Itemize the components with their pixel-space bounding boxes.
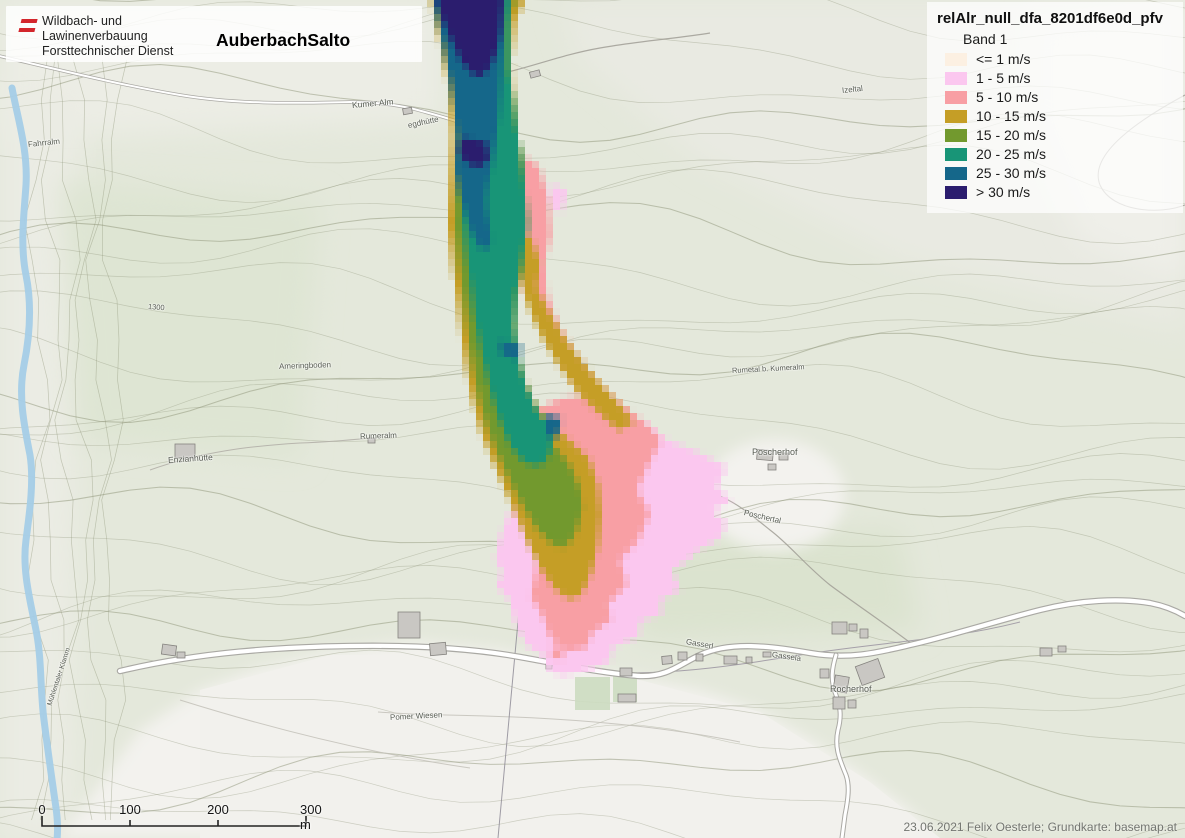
map-label: Gasserl xyxy=(685,637,714,651)
map-label: Ameringboden xyxy=(278,360,332,371)
map-label: Poschertal xyxy=(742,508,782,526)
map-label: Enzianhütte xyxy=(167,451,214,465)
attribution: 23.06.2021 Felix Oesterle; Grundkarte: b… xyxy=(903,820,1178,834)
legend-entry: 15 - 20 m/s xyxy=(945,127,1177,143)
legend-swatch xyxy=(945,109,967,123)
legend-entry-label: <= 1 m/s xyxy=(976,51,1031,67)
legend-swatch xyxy=(945,71,967,85)
legend-entry: 25 - 30 m/s xyxy=(945,165,1177,181)
scale-label-0: 0 xyxy=(38,802,46,817)
legend-swatch xyxy=(945,166,967,180)
scale-label-300m: 300 m xyxy=(300,802,322,832)
legend-entry: 10 - 15 m/s xyxy=(945,108,1177,124)
map-label: Rumeralm xyxy=(359,430,398,441)
legend-swatch xyxy=(945,128,967,142)
legend: relAlr_null_dfa_8201df6e0d_pfv Band 1 <=… xyxy=(927,2,1183,213)
legend-entry-label: > 30 m/s xyxy=(976,184,1031,200)
map-label: Fahrralm xyxy=(27,136,61,149)
legend-band-label: Band 1 xyxy=(963,31,1008,47)
map-label: Gassela xyxy=(771,650,802,664)
map-label: egdhütte xyxy=(407,114,440,130)
header-bar: Wildbach- und Lawinenverbauung Forsttech… xyxy=(6,6,422,62)
scale-bar: 0 100 200 300 m xyxy=(12,800,342,832)
map-label: Rumetal b. Kumeralm xyxy=(731,362,805,375)
map-title: AuberbachSalto xyxy=(216,30,351,50)
legend-swatch xyxy=(945,90,967,104)
legend-entry-label: 1 - 5 m/s xyxy=(976,70,1031,86)
legend-entry: > 30 m/s xyxy=(945,184,1177,200)
map-label: Pomer Wiesen xyxy=(389,710,443,722)
legend-entry-label: 15 - 20 m/s xyxy=(976,127,1047,143)
legend-entry: <= 1 m/s xyxy=(945,51,1177,67)
map-label: Poscherhof xyxy=(752,447,798,457)
map-label: 1300 xyxy=(147,302,165,313)
legend-entry: 5 - 10 m/s xyxy=(945,89,1177,105)
legend-entry: 1 - 5 m/s xyxy=(945,70,1177,86)
scale-label-100: 100 xyxy=(119,802,141,817)
legend-swatch xyxy=(945,52,967,66)
legend-entry-label: 25 - 30 m/s xyxy=(976,165,1047,181)
legend-swatch xyxy=(945,147,967,161)
legend-swatch xyxy=(945,185,967,199)
austria-flag-logo-icon xyxy=(18,19,38,32)
map-label: Mühlentaler Klamm xyxy=(46,647,72,707)
scale-label-200: 200 xyxy=(207,802,229,817)
legend-entry: 20 - 25 m/s xyxy=(945,146,1177,162)
org-line-3: Forsttechnischer Dienst xyxy=(42,44,174,58)
map-label: Kumer Alm xyxy=(351,96,394,110)
legend-entry-label: 20 - 25 m/s xyxy=(976,146,1047,162)
legend-entries: <= 1 m/s 1 - 5 m/s 5 - 10 m/s 10 - 15 m/s 15… xyxy=(937,51,1177,200)
org-line-1: Wildbach- und xyxy=(42,14,122,28)
organisation-name: Wildbach- und Lawinenverbauung Forsttech… xyxy=(42,14,173,59)
legend-title: relAlr_null_dfa_8201df6e0d_pfv xyxy=(937,10,1163,27)
legend-entry-label: 5 - 10 m/s xyxy=(976,89,1039,105)
org-line-2: Lawinenverbauung xyxy=(42,29,148,43)
legend-entry-label: 10 - 15 m/s xyxy=(976,108,1047,124)
map-label: Rocherhof xyxy=(830,684,872,694)
map-label: Izeltal xyxy=(841,83,864,95)
